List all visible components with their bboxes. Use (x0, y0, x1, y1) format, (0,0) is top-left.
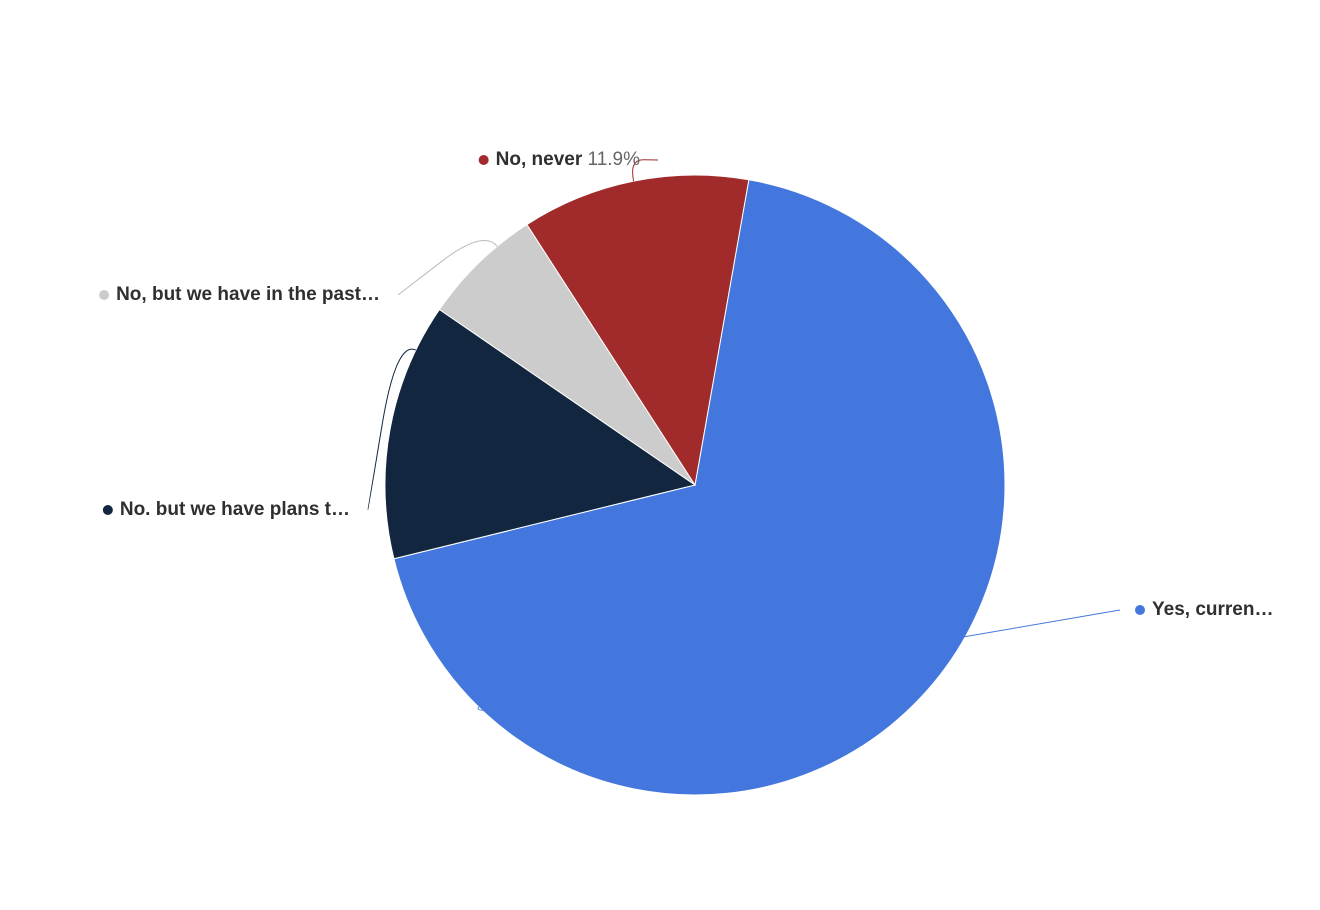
slice-label-value: 11.9% (588, 149, 641, 170)
slice-label: No, never 11.9% (496, 149, 640, 170)
slice-label-name: No, never (496, 149, 583, 170)
slice-label-name: No. but we have plans t… (120, 499, 350, 520)
slice-label: Yes, curren… (1152, 599, 1273, 620)
slice-label: No, but we have in the past… (116, 284, 380, 305)
legend-bullet (103, 505, 113, 515)
legend-bullet (479, 155, 489, 165)
legend-bullet (99, 290, 109, 300)
legend-bullet (1135, 605, 1145, 615)
slice-label-name: Yes, curren… (1152, 599, 1273, 620)
slice-label: No. but we have plans t… (120, 499, 350, 520)
pie-chart-svg: Yes, curren… No. but we have plans t… No, … (0, 0, 1320, 910)
pie-chart-container: Yes, curren… No. but we have plans t… No, … (0, 0, 1320, 910)
slice-label-name: No, but we have in the past… (116, 284, 380, 305)
